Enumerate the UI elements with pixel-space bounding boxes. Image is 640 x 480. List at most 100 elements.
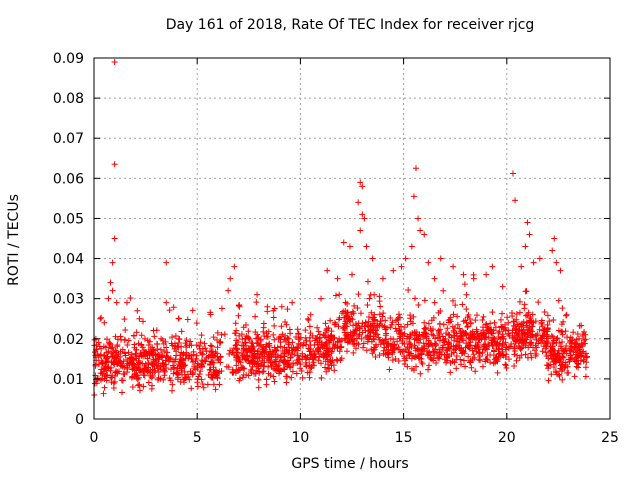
data-point (279, 331, 286, 338)
data-point (270, 314, 277, 321)
data-point (384, 351, 391, 358)
data-point (526, 326, 533, 333)
data-point (315, 328, 322, 335)
data-point (186, 376, 193, 383)
data-point (263, 376, 270, 383)
data-point (389, 357, 396, 364)
data-point (306, 323, 313, 330)
data-point (559, 376, 566, 383)
data-point (226, 351, 233, 358)
data-point (422, 324, 429, 331)
data-point (267, 372, 274, 379)
data-point (324, 365, 331, 372)
data-point (245, 328, 252, 335)
data-point (337, 357, 344, 364)
data-point (246, 360, 253, 367)
data-point (166, 356, 173, 363)
data-point (264, 333, 271, 340)
data-point (173, 348, 180, 355)
data-point (332, 321, 339, 328)
data-point (381, 323, 388, 330)
data-point (217, 338, 224, 345)
y-tick-label: 0 (75, 412, 84, 428)
data-point (387, 315, 394, 322)
data-point (331, 367, 338, 374)
data-point (169, 381, 176, 388)
data-point (550, 317, 557, 324)
data-point (526, 340, 533, 347)
data-point (401, 361, 408, 368)
data-point (429, 331, 436, 338)
data-point (196, 342, 203, 349)
data-point (515, 327, 522, 334)
data-point (449, 297, 456, 304)
data-point (138, 352, 145, 359)
y-tick-label: 0.06 (53, 171, 84, 187)
data-point (392, 325, 399, 332)
data-point (308, 351, 315, 358)
data-point (398, 263, 405, 270)
data-point (105, 348, 112, 355)
y-tick-label: 0.05 (53, 211, 84, 227)
data-point (208, 343, 215, 350)
data-point (105, 295, 112, 302)
data-point (406, 339, 413, 346)
data-point (392, 356, 399, 363)
data-point (541, 327, 548, 334)
data-point (549, 247, 556, 254)
data-point (539, 337, 546, 344)
data-point (162, 338, 169, 345)
data-point (293, 334, 300, 341)
data-point (544, 312, 551, 319)
data-point (518, 263, 525, 270)
data-point (489, 263, 496, 270)
data-point (495, 329, 502, 336)
data-point (181, 375, 188, 382)
data-point (160, 376, 167, 383)
data-point (430, 332, 437, 339)
data-point (484, 346, 491, 353)
data-point (450, 263, 457, 270)
data-point (535, 299, 542, 306)
data-point (405, 286, 412, 293)
x-tick-label: 20 (498, 430, 516, 446)
data-point (490, 360, 497, 367)
data-point (346, 243, 353, 250)
data-point (216, 381, 223, 388)
data-point (532, 318, 539, 325)
data-point (542, 340, 549, 347)
data-point (207, 366, 214, 373)
data-point (184, 371, 191, 378)
data-point (136, 387, 143, 394)
data-point (471, 345, 478, 352)
data-point (257, 362, 264, 369)
data-point (308, 363, 315, 370)
data-point (356, 331, 363, 338)
data-point (231, 263, 238, 270)
data-point (138, 332, 145, 339)
data-point (515, 321, 522, 328)
data-point (120, 370, 127, 377)
data-point (503, 351, 510, 358)
data-point (505, 319, 512, 326)
data-point (249, 363, 256, 370)
data-point (398, 323, 405, 330)
data-point (515, 342, 522, 349)
data-point (95, 354, 102, 361)
data-point (559, 331, 566, 338)
data-point (554, 350, 561, 357)
data-point (440, 287, 447, 294)
data-point (178, 357, 185, 364)
data-point (242, 321, 249, 328)
data-point (411, 354, 418, 361)
data-point (563, 311, 570, 318)
data-point (336, 335, 343, 342)
data-point (315, 345, 322, 352)
data-point (203, 348, 210, 355)
data-point (188, 385, 195, 392)
data-point (450, 349, 457, 356)
data-point (147, 366, 154, 373)
data-point (481, 341, 488, 348)
data-point (530, 259, 537, 266)
data-point (454, 321, 461, 328)
